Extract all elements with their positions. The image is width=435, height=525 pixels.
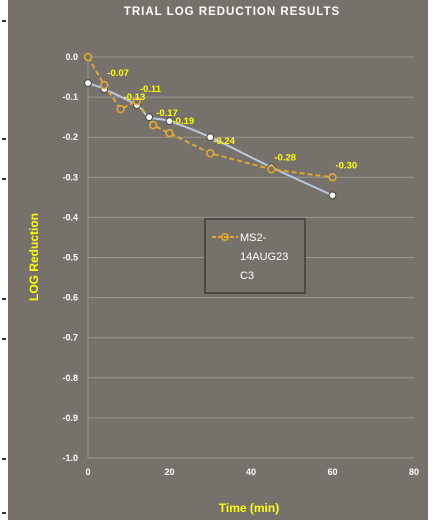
legend-marker [221, 233, 230, 242]
y-tick-label: -1.0 [62, 453, 78, 463]
chart-title: TRIAL LOG REDUCTION RESULTS [124, 6, 340, 18]
legend-line-3: C3 [240, 270, 254, 282]
series-1-point [100, 80, 109, 90]
data-label: -0.28 [274, 152, 296, 163]
y-tick-label: -0.3 [62, 172, 78, 182]
series-points [83, 52, 337, 200]
series-2-point [165, 117, 174, 126]
series-1-point [83, 52, 93, 62]
edge-tick [2, 338, 6, 340]
data-label: -0.07 [107, 68, 129, 79]
x-tick-label: 40 [246, 467, 256, 477]
data-label: -0.30 [336, 160, 358, 171]
y-tick-label: -0.8 [62, 373, 78, 383]
x-tick-label: 80 [409, 467, 419, 477]
gridlines [87, 56, 414, 459]
series-2-point [145, 113, 154, 122]
x-tick-label: 0 [85, 467, 90, 477]
data-label: -0.19 [173, 116, 195, 127]
x-axis-title: Time (min) [219, 501, 279, 515]
y-tick-label: -0.2 [62, 132, 78, 142]
y-tick-label: -0.5 [62, 253, 78, 263]
legend-line-1: MS2- [240, 232, 267, 244]
y-tick-label: -0.7 [62, 333, 78, 343]
edge-tick [2, 138, 6, 140]
y-tick-label: -0.6 [62, 293, 78, 303]
y-tick-label: -0.4 [62, 212, 78, 222]
edge-tick [2, 298, 6, 300]
y-tick-label: -0.1 [62, 92, 78, 102]
series-1-point [149, 120, 158, 130]
series-2-point [84, 79, 92, 87]
data-label: -0.11 [140, 84, 162, 95]
legend: MS2- 14AUG23 C3 [204, 218, 306, 294]
legend-box [204, 218, 306, 294]
series-2-point [206, 133, 215, 142]
page-edge-ticks [0, 0, 8, 525]
series-1-point [328, 173, 337, 182]
data-label: -0.17 [156, 108, 178, 119]
y-tick-label: 0.0 [65, 52, 78, 62]
y-axis-title: LOG Reduction [27, 213, 41, 301]
edge-tick [2, 512, 6, 514]
series-1-point [267, 165, 276, 174]
edge-tick [2, 178, 6, 180]
edge-tick [2, 20, 6, 22]
x-tick-labels: 0 20 40 60 80 [85, 467, 419, 477]
series-1-point [116, 104, 125, 114]
data-label: -0.13 [124, 92, 146, 103]
legend-line-2: 14AUG23 [240, 251, 288, 263]
y-tick-labels: 0.0 -0.1 -0.2 -0.3 -0.4 -0.5 -0.6 -0.7 -0.8 -0.9 -… [62, 52, 78, 463]
series-2-point [328, 191, 337, 200]
data-label: -0.24 [213, 136, 235, 147]
series-1-point [206, 149, 215, 158]
x-tick-label: 60 [327, 467, 337, 477]
series-1-point [132, 96, 142, 106]
edge-tick [2, 458, 6, 460]
y-tick-label: -0.9 [62, 413, 78, 423]
data-labels: -0.07 -0.13-0.11 -0.17-0.19 -0.24 -0.28 -0.30 [107, 68, 357, 171]
x-tick-label: 20 [164, 467, 174, 477]
series-1-point [165, 128, 174, 138]
